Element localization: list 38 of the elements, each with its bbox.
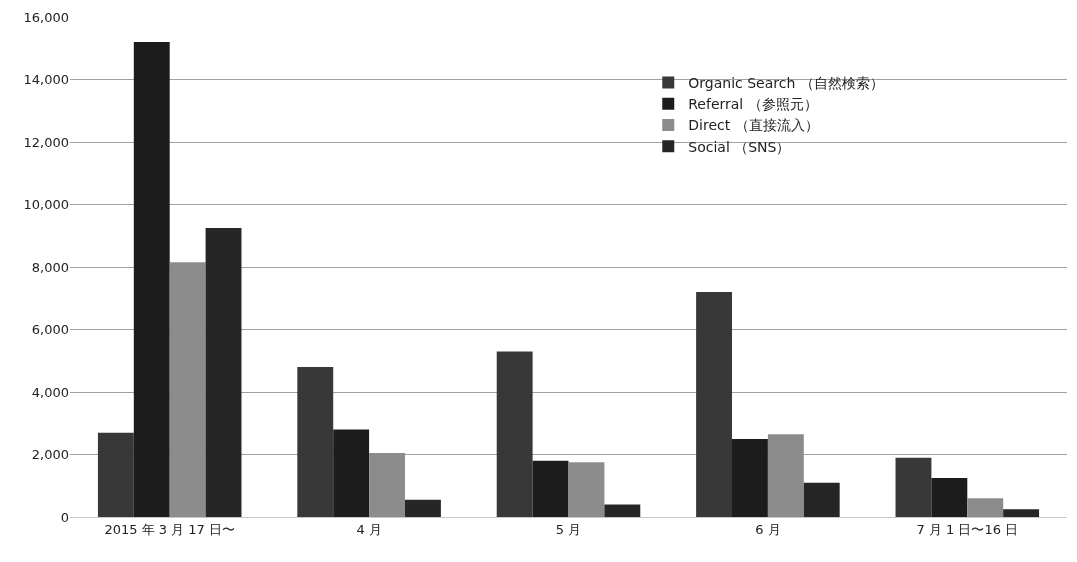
- legend-label: Social （SNS）: [688, 138, 791, 155]
- bar: [133, 42, 170, 517]
- y-tick-label: 16,000: [23, 9, 69, 25]
- bar: [568, 462, 605, 517]
- bar: [205, 227, 242, 517]
- bar: [767, 434, 804, 517]
- bar: [895, 457, 932, 517]
- x-tick-label: 7 月 1 日〜16 日: [916, 521, 1019, 537]
- bar: [97, 432, 134, 517]
- bar: [803, 482, 840, 517]
- bar: [931, 477, 968, 517]
- bar: [696, 292, 733, 517]
- legend-label: Organic Search （自然検索）: [688, 75, 884, 92]
- bar: [333, 429, 370, 517]
- x-tick-label: 6 月: [755, 521, 781, 537]
- y-tick-label: 4,000: [31, 384, 69, 400]
- legend-label: Referral （参照元）: [688, 96, 818, 113]
- x-tick-label: 4 月: [356, 521, 382, 537]
- bar: [496, 351, 533, 517]
- y-tick-label: 10,000: [23, 197, 69, 213]
- y-tick-label: 2,000: [31, 447, 69, 463]
- y-tick-label: 8,000: [31, 259, 69, 275]
- bar: [967, 498, 1004, 517]
- bar: [1003, 509, 1040, 517]
- bar: [169, 262, 206, 517]
- bar: [532, 460, 569, 517]
- y-tick-label: 6,000: [31, 322, 69, 338]
- x-tick-label: 5 月: [555, 521, 582, 537]
- y-tick-label: 12,000: [23, 134, 69, 150]
- x-tick-label: 2015 年 3 月 17 日〜: [104, 521, 235, 537]
- bar: [369, 452, 405, 517]
- bar: [604, 504, 641, 517]
- legend-label: Direct （直接流入）: [688, 117, 819, 134]
- y-tick-label: 14,000: [23, 72, 69, 88]
- bar: [732, 438, 768, 517]
- y-tick-label: 0: [60, 509, 69, 525]
- bar: [404, 499, 441, 517]
- bar: [297, 367, 334, 517]
